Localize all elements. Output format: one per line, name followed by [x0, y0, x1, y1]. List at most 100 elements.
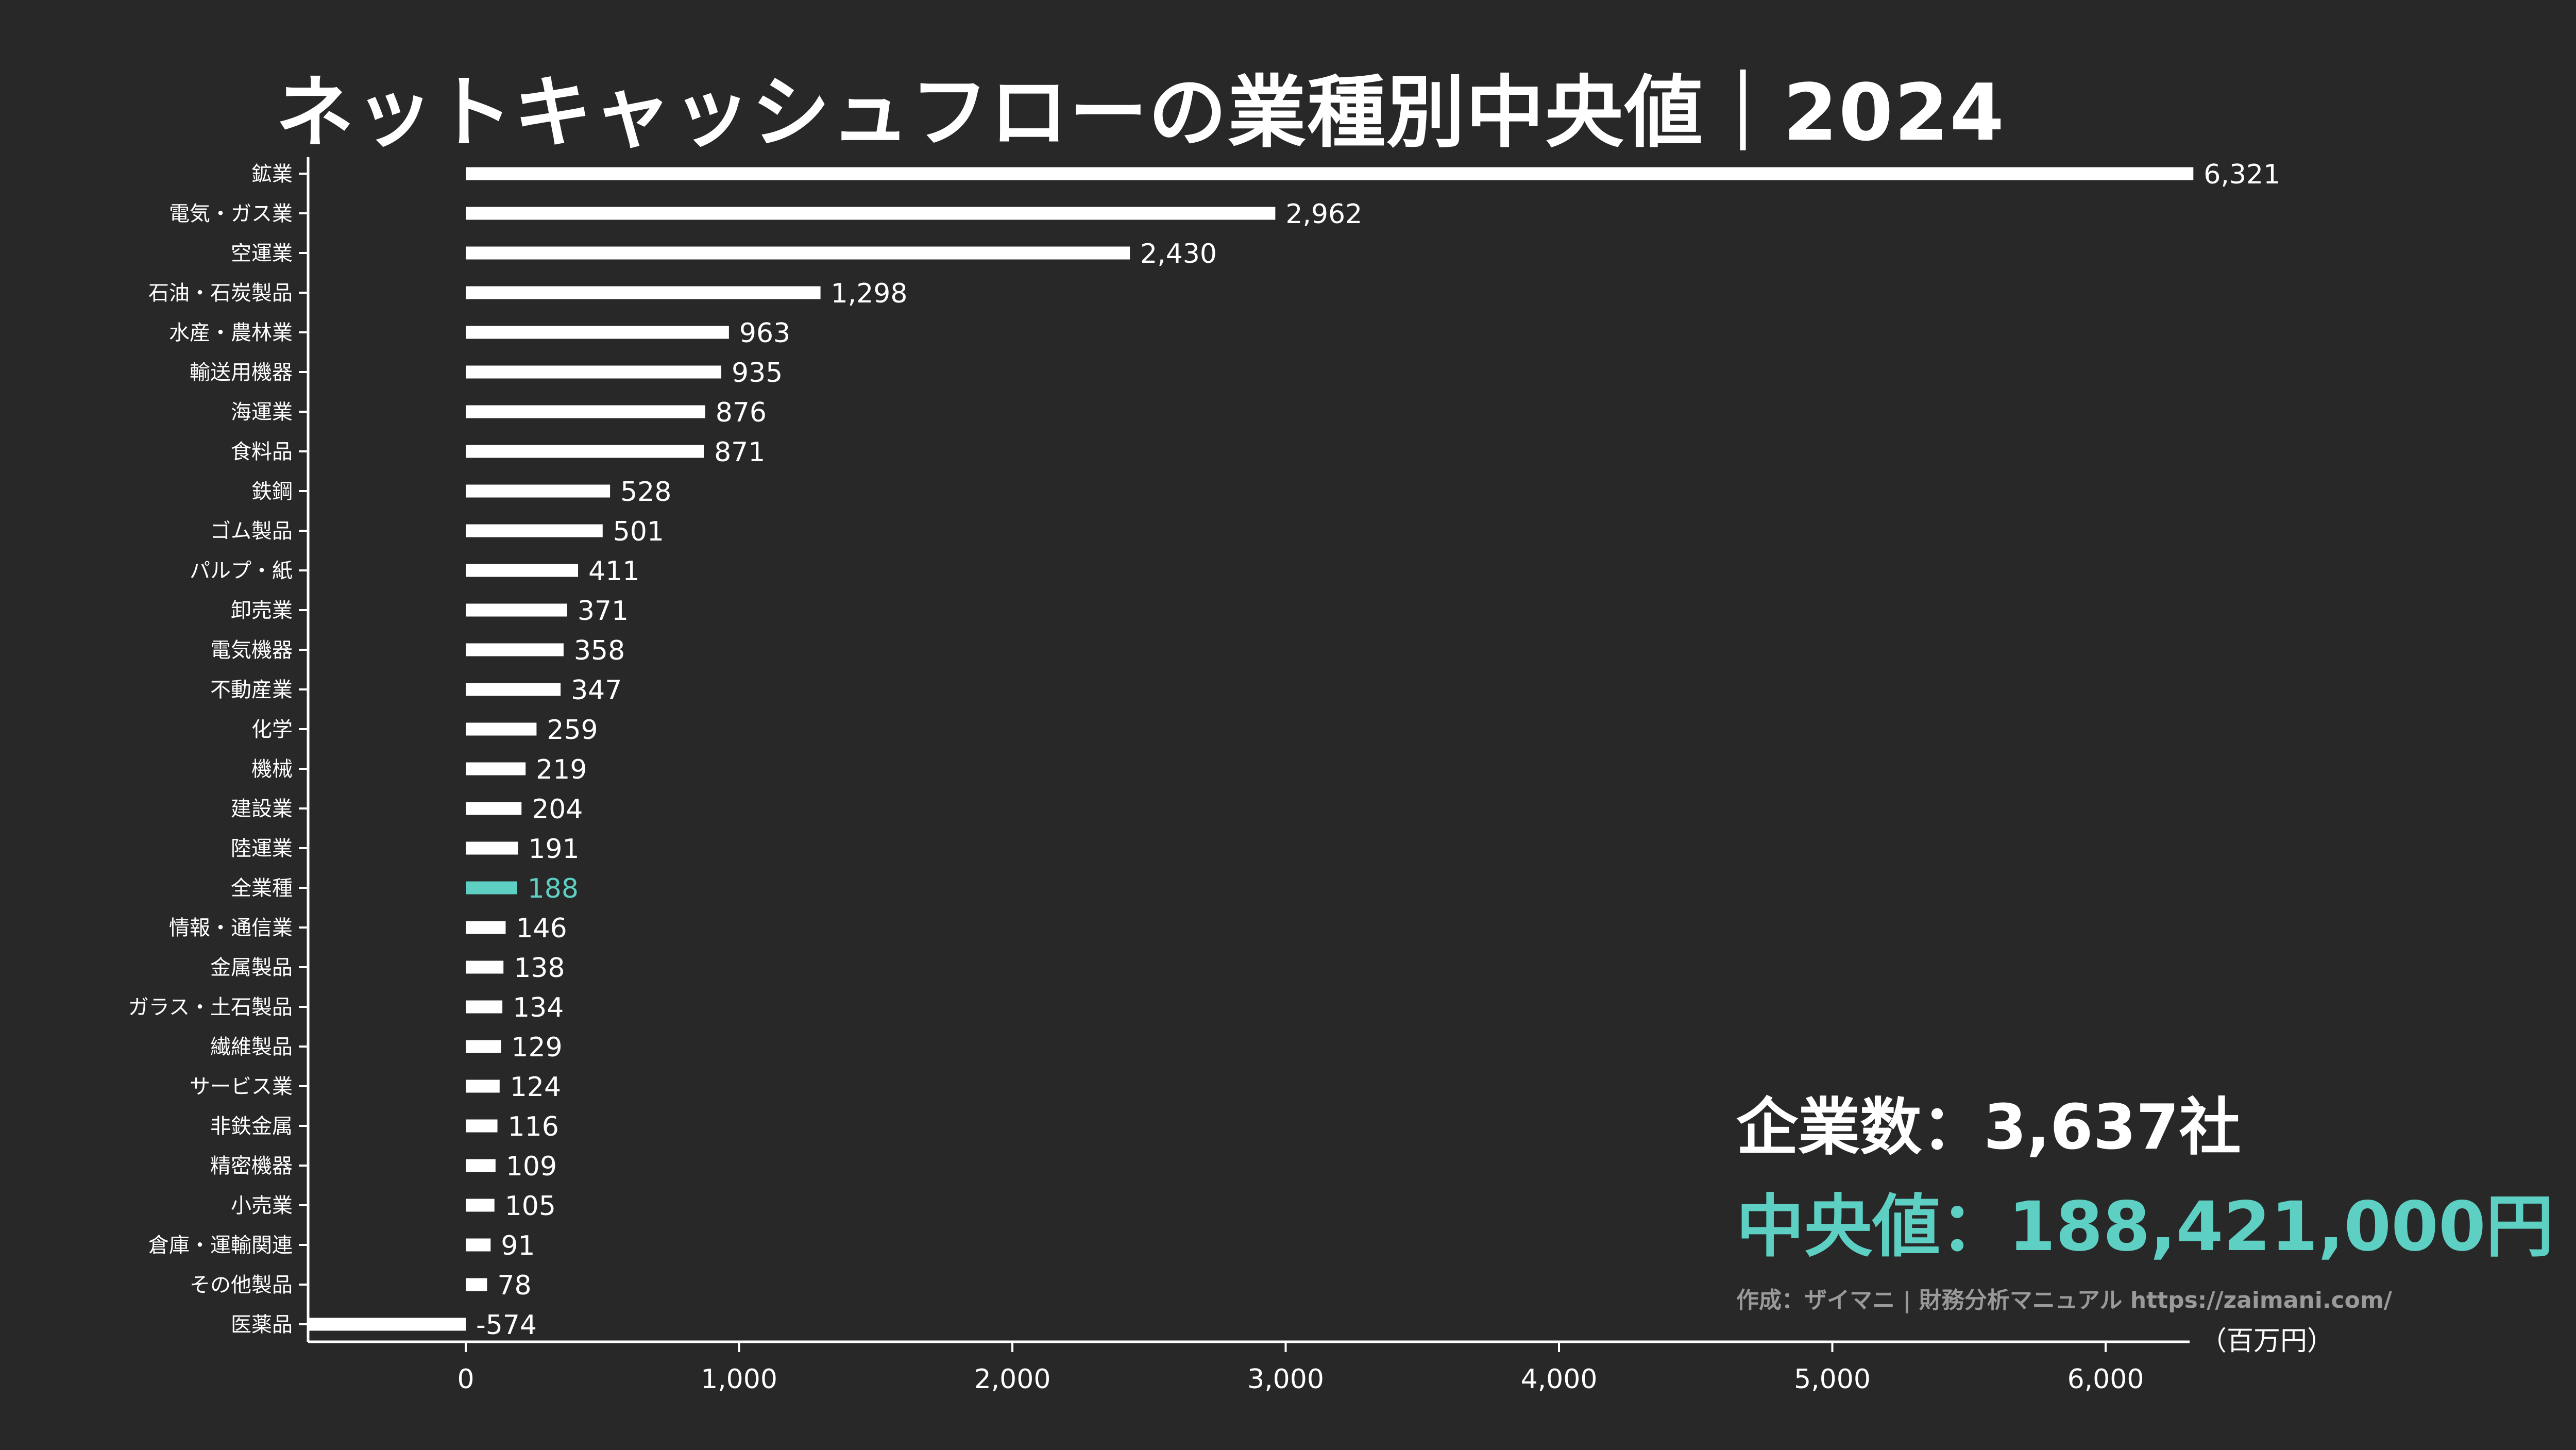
bar-4: [466, 326, 729, 339]
category-label-5: 輸送用機器: [190, 361, 293, 384]
value-label-3: 1,298: [831, 278, 908, 309]
bar-26: [466, 1199, 495, 1212]
axes: 0 1,000 2,000 3,000 4,000 5,000 6,000: [299, 157, 2190, 1395]
category-label-6: 海運業: [231, 400, 293, 424]
bar-13: [466, 683, 561, 696]
value-label-4: 963: [739, 318, 790, 349]
category-label-4: 水産・農林業: [169, 321, 293, 345]
category-label-7: 食料品: [231, 440, 293, 464]
value-label-11: 371: [578, 596, 629, 627]
category-labels: 鉱業電気・ガス業空運業石油・石炭製品水産・農林業輸送用機器海運業食料品鉄鋼ゴム製…: [128, 162, 293, 1337]
value-label-0: 6,321: [2204, 159, 2280, 190]
stats-panel: 企業数：3,637社 中央値：188,421,000円 作成：ザイマニ | 財務…: [1736, 1077, 2554, 1314]
bar-22: [466, 1040, 501, 1053]
value-label-14: 259: [547, 715, 598, 746]
unit-label: （百万円）: [2200, 1326, 2334, 1357]
value-label-7: 871: [714, 437, 765, 468]
bar-23: [466, 1080, 500, 1093]
category-label-21: ガラス・土石製品: [128, 996, 293, 1019]
bars-layer: [309, 167, 2194, 1331]
bar-10: [466, 564, 579, 577]
bar-1: [466, 207, 1276, 220]
x-tick-label-3: 3,000: [1247, 1364, 1324, 1395]
value-label-26: 105: [505, 1191, 556, 1222]
bar-20: [466, 960, 504, 974]
bar-27: [466, 1238, 491, 1252]
value-label-20: 138: [514, 953, 565, 984]
category-label-12: 電気機器: [210, 638, 293, 662]
category-label-27: 倉庫・運輸関連: [148, 1234, 293, 1257]
value-label-15: 219: [536, 754, 587, 785]
category-label-26: 小売業: [231, 1194, 293, 1218]
value-label-19: 146: [516, 913, 567, 944]
x-tick-label-6: 6,000: [2067, 1364, 2144, 1395]
category-label-3: 石油・石炭製品: [148, 281, 293, 305]
value-label-22: 129: [511, 1032, 562, 1063]
bar-15: [466, 762, 526, 775]
bar-9: [466, 524, 603, 537]
category-label-28: その他製品: [190, 1273, 293, 1297]
category-label-20: 金属製品: [210, 956, 293, 980]
value-label-24: 116: [508, 1111, 559, 1142]
value-label-6: 876: [716, 397, 767, 428]
value-label-28: 78: [497, 1270, 531, 1301]
value-label-2: 2,430: [1140, 239, 1217, 269]
category-label-19: 情報・通信業: [169, 916, 293, 940]
category-label-11: 卸売業: [231, 599, 293, 622]
category-label-0: 鉱業: [251, 162, 293, 186]
value-label-13: 347: [571, 675, 622, 706]
category-label-9: ゴム製品: [210, 519, 293, 543]
credit-text: 作成：ザイマニ | 財務分析マニュアル https://zaimani.com/: [1736, 1287, 2392, 1313]
category-label-10: パルプ・紙: [190, 559, 293, 583]
x-tick-label-0: 0: [457, 1364, 474, 1395]
bar-16: [466, 802, 522, 815]
bar-8: [466, 484, 611, 498]
x-tick-label-5: 5,000: [1794, 1364, 1871, 1395]
value-label-1: 2,962: [1285, 199, 1362, 230]
bar-28: [466, 1278, 487, 1291]
bar-21: [466, 1000, 503, 1014]
category-label-29: 医薬品: [231, 1313, 293, 1337]
chart-title: ネットキャッシュフローの業種別中央値｜2024: [276, 67, 2006, 158]
bar-17: [466, 841, 518, 855]
category-label-1: 電気・ガス業: [169, 202, 293, 226]
value-label-5: 935: [732, 358, 783, 389]
value-label-18: 188: [528, 873, 579, 904]
bar-5: [466, 365, 722, 379]
category-label-14: 化学: [251, 718, 293, 741]
bar-7: [466, 445, 704, 458]
value-label-29: -574: [476, 1310, 537, 1341]
bar-14: [466, 722, 537, 736]
value-label-25: 109: [506, 1151, 557, 1182]
value-label-21: 134: [513, 992, 564, 1023]
value-label-10: 411: [588, 556, 639, 587]
bar-0: [466, 167, 2194, 180]
company-count: 企業数：3,637社: [1736, 1092, 2241, 1164]
bar-18: [466, 881, 517, 895]
category-label-24: 非鉄金属: [210, 1115, 293, 1138]
category-label-8: 鉄鋼: [251, 480, 293, 503]
category-label-17: 陸運業: [231, 837, 293, 861]
median-value: 中央値：188,421,000円: [1736, 1187, 2554, 1267]
value-label-16: 204: [532, 794, 583, 825]
value-label-12: 358: [574, 635, 625, 666]
bar-6: [466, 405, 705, 418]
category-label-22: 繊維製品: [210, 1035, 293, 1059]
bar-12: [466, 643, 564, 656]
category-label-2: 空運業: [231, 242, 293, 265]
value-label-9: 501: [613, 516, 664, 547]
bar-24: [466, 1119, 498, 1133]
x-tick-label-4: 4,000: [1521, 1364, 1598, 1395]
category-label-25: 精密機器: [210, 1154, 293, 1178]
value-labels: 6,321 2,962 2,430 1,298 963 935 876 871 528 501 41…: [476, 159, 2280, 1341]
value-label-23: 124: [510, 1072, 561, 1103]
category-label-23: サービス業: [190, 1075, 293, 1099]
bar-2: [466, 246, 1130, 260]
category-label-16: 建設業: [231, 797, 293, 821]
value-label-27: 91: [501, 1230, 535, 1261]
bar-25: [466, 1159, 496, 1172]
category-label-13: 不動産業: [210, 678, 293, 702]
bar-3: [466, 286, 821, 299]
category-label-18: 全業種: [231, 876, 293, 900]
